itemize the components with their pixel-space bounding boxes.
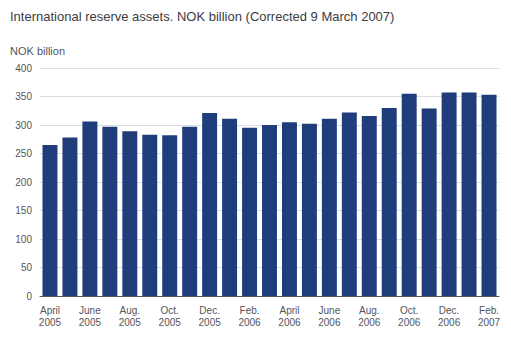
svg-text:100: 100 [15, 234, 32, 245]
svg-text:June: June [79, 305, 101, 316]
svg-text:Oct.: Oct. [161, 305, 179, 316]
svg-text:2006: 2006 [438, 317, 461, 328]
svg-text:300: 300 [15, 120, 32, 131]
svg-text:2006: 2006 [238, 317, 261, 328]
svg-text:2006: 2006 [358, 317, 381, 328]
svg-text:2005: 2005 [119, 317, 142, 328]
svg-text:2006: 2006 [318, 317, 341, 328]
svg-text:400: 400 [15, 63, 32, 74]
svg-text:Aug.: Aug. [120, 305, 141, 316]
svg-text:Dec.: Dec. [199, 305, 220, 316]
svg-text:Aug.: Aug. [359, 305, 380, 316]
svg-text:NOK billion: NOK billion [10, 45, 65, 57]
svg-text:2006: 2006 [398, 317, 421, 328]
svg-text:2006: 2006 [278, 317, 301, 328]
svg-text:Dec.: Dec. [439, 305, 460, 316]
svg-text:April: April [40, 305, 60, 316]
svg-text:International reserve assets.: International reserve assets. NOK billio… [10, 9, 394, 24]
svg-text:2005: 2005 [159, 317, 182, 328]
svg-text:0: 0 [26, 291, 32, 302]
svg-text:Oct.: Oct. [400, 305, 418, 316]
svg-text:200: 200 [15, 177, 32, 188]
svg-text:50: 50 [21, 262, 33, 273]
svg-text:250: 250 [15, 148, 32, 159]
svg-text:2005: 2005 [79, 317, 102, 328]
svg-text:2005: 2005 [199, 317, 222, 328]
svg-text:150: 150 [15, 205, 32, 216]
svg-text:2005: 2005 [39, 317, 62, 328]
svg-text:Feb.: Feb. [240, 305, 260, 316]
svg-text:April: April [279, 305, 299, 316]
svg-text:2007: 2007 [478, 317, 501, 328]
svg-text:Feb.: Feb. [479, 305, 499, 316]
svg-text:350: 350 [15, 91, 32, 102]
svg-text:June: June [319, 305, 341, 316]
